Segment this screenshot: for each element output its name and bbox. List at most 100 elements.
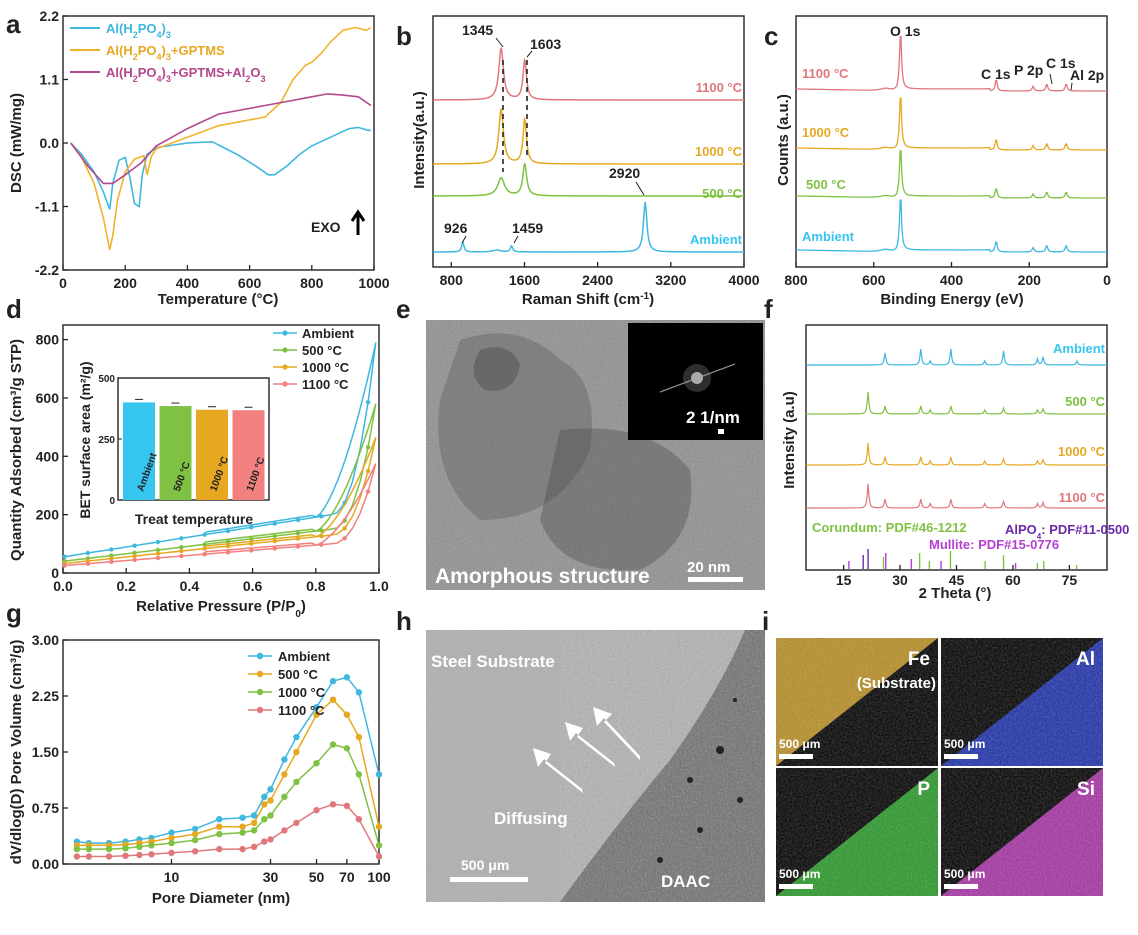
- inset-bar: [196, 409, 228, 500]
- inset-ylabel: BET surface area (m²/g): [77, 361, 93, 518]
- d-xtick-label: 0.0: [53, 578, 73, 594]
- d-legend-label: 500 °C: [302, 343, 343, 358]
- d-ytick-label: 600: [36, 390, 60, 406]
- a-xtick-label: 800: [300, 275, 324, 291]
- panel-d: d 0.0 0.2 0.4 0.6 0.8 1.0 0 200 400 600 800 Relati…: [6, 294, 389, 620]
- ref-alpo4: AlPO4: PDF#11-0500: [1005, 522, 1129, 541]
- g-point: [148, 842, 155, 849]
- inset-bar: [123, 402, 155, 500]
- g-xtick-label: 30: [263, 869, 279, 885]
- panel-f-series: [806, 348, 1107, 509]
- b-label-1100: 1100 °C: [696, 80, 743, 95]
- c-series-3: [796, 149, 1107, 199]
- g-xtick-label: 100: [367, 869, 391, 885]
- panel-a-ylabel: DSC (mW/mg): [8, 93, 25, 193]
- panel-c: c 800 600 400 200 0 Binding Energy (eV) Coun…: [764, 15, 1111, 308]
- d-point: [109, 556, 114, 561]
- g-point: [85, 853, 93, 860]
- panel-e: e 2 1/nm Amorphous structure 20 nm: [396, 294, 765, 590]
- d-point: [365, 469, 371, 474]
- eds-map-label: Al: [1076, 649, 1095, 670]
- g-point: [343, 674, 351, 681]
- f-xtick-label: 45: [949, 572, 965, 588]
- g-legend-label: 1100 °C: [278, 703, 325, 718]
- d-series-4: [64, 463, 377, 567]
- eds-scale-label: 500 μm: [779, 867, 820, 881]
- g-point: [355, 771, 363, 778]
- d-legend-marker: [282, 364, 288, 370]
- g-point: [216, 823, 223, 830]
- d-point: [179, 545, 184, 550]
- g-point: [168, 839, 175, 847]
- f-series-4: [806, 483, 1107, 509]
- g-legend-marker: [256, 652, 264, 660]
- f-series-3: [806, 442, 1107, 466]
- d-point: [272, 521, 277, 526]
- d-point: [342, 526, 347, 531]
- d-point: [365, 400, 371, 405]
- d-legend-marker: [282, 381, 288, 387]
- g-point: [105, 853, 113, 860]
- d-point: [202, 546, 207, 551]
- c-peak-c1s-a: C 1s: [981, 66, 1011, 82]
- c-peak-o1s: O 1s: [890, 23, 921, 39]
- g-point: [313, 807, 320, 814]
- g-point: [375, 853, 383, 860]
- a-xtick-label: 1000: [358, 275, 389, 291]
- d-point: [132, 550, 137, 555]
- g-point: [293, 778, 300, 786]
- panel-c-ticks: 800 600 400 200 0: [784, 262, 1111, 288]
- g-point: [267, 786, 274, 793]
- f-xtick-label: 30: [892, 572, 908, 588]
- panel-d-xlabel: Relative Pressure (P/P0): [136, 598, 306, 620]
- d-point: [319, 528, 324, 533]
- g-point: [261, 838, 268, 845]
- sem-image: [426, 630, 765, 902]
- g-point: [281, 827, 288, 834]
- g-point: [250, 827, 258, 834]
- g-point: [267, 836, 274, 843]
- d-xtick-label: 1.0: [369, 578, 389, 594]
- b-series-2: [433, 108, 744, 165]
- sem-label-diffusing: Diffusing: [494, 809, 568, 828]
- d-legend-marker: [282, 330, 288, 336]
- diffusion-arrows-icon: [533, 707, 640, 793]
- panel-b-xlabel: Raman Shift (cm-1): [522, 291, 654, 309]
- d-point: [132, 553, 137, 559]
- b-xtick-label: 4000: [728, 272, 759, 288]
- g-legend-label: 500 °C: [278, 667, 319, 682]
- d-point: [272, 533, 277, 539]
- g-point: [293, 748, 300, 756]
- panel-g-ylabel: dV/dlog(D) Pore Volume (cm³/g): [8, 640, 25, 865]
- eds-map-label: P: [917, 779, 930, 800]
- panel-b-series-labels: 1100 °C 1000 °C 500 °C Ambient: [690, 80, 743, 247]
- a-xtick-label: 600: [238, 275, 262, 291]
- panel-b-ticks: 800 1600 2400 3200 4000: [440, 262, 760, 288]
- g-point: [239, 823, 246, 830]
- sem-label-steel: Steel Substrate: [431, 652, 555, 671]
- panel-a-legend: Al(H2PO4)3 Al(H2PO4)3+GPTMS Al(H2PO4)3+G…: [70, 21, 265, 84]
- eds-map-texture: [776, 638, 938, 766]
- a-series-2: [70, 26, 372, 250]
- a-series-1: [70, 126, 371, 210]
- g-point: [329, 741, 337, 748]
- legend-a-label-2: Al(H2PO4)3+GPTMS: [106, 43, 225, 62]
- d-legend-label: 1100 °C: [302, 377, 349, 392]
- g-point: [261, 801, 268, 808]
- exo-arrow-icon: [350, 209, 366, 235]
- g-series-2: [76, 698, 380, 847]
- g-point: [85, 845, 93, 853]
- panel-c-label: c: [764, 21, 778, 51]
- c-label-1000: 1000 °C: [802, 125, 850, 140]
- g-point: [73, 853, 81, 860]
- panel-g: g 10 30 50 70 100 0.00 0.75 1.50 2.25 3.00 Pore D…: [6, 598, 391, 907]
- ref-mullite: Mullite: PDF#15-0776: [929, 537, 1059, 552]
- eds-scale-bar: [944, 754, 978, 759]
- panel-i: i Fe (Substrate) 500 μm Al 500 μm P 500 μm Si 50…: [762, 606, 1103, 896]
- g-point: [216, 845, 223, 853]
- panel-f-ylabel: Intensity (a.u): [781, 391, 798, 489]
- g-point: [136, 851, 143, 859]
- d-point: [85, 550, 91, 556]
- peak-2920: 2920: [609, 165, 640, 181]
- g-point: [168, 829, 175, 836]
